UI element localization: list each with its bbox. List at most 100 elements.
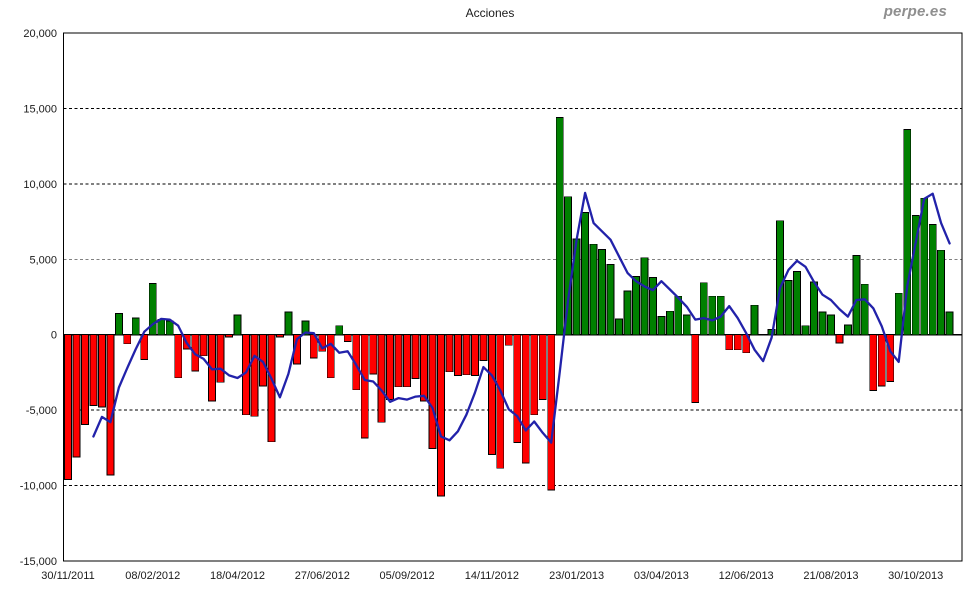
negative-bar xyxy=(691,334,700,404)
negative-bar xyxy=(496,334,505,469)
negative-bar xyxy=(445,334,454,373)
positive-bar xyxy=(843,324,852,336)
positive-bar xyxy=(301,320,310,336)
positive-bar xyxy=(945,311,954,336)
x-axis-label: 27/06/2012 xyxy=(295,570,350,582)
positive-bar xyxy=(750,304,759,336)
negative-bar xyxy=(377,334,386,423)
x-axis-label: 08/02/2012 xyxy=(125,570,180,582)
positive-bar xyxy=(131,317,140,336)
positive-bar xyxy=(903,129,912,336)
positive-bar xyxy=(564,196,573,336)
negative-bar xyxy=(869,334,878,391)
positive-bar xyxy=(894,292,903,336)
negative-bar xyxy=(725,334,734,351)
negative-bar xyxy=(462,334,471,376)
positive-bar xyxy=(598,249,606,336)
x-axis-label: 18/04/2012 xyxy=(210,570,265,582)
positive-bar xyxy=(776,220,784,336)
positive-bar xyxy=(784,280,793,336)
negative-bar xyxy=(216,334,225,383)
x-axis-label: 14/11/2012 xyxy=(465,570,519,582)
x-axis-label: 03/04/2013 xyxy=(634,570,689,582)
negative-bar xyxy=(487,334,496,456)
negative-bar xyxy=(98,334,106,408)
positive-bar xyxy=(657,316,666,336)
y-axis-label: -10,000 xyxy=(20,481,57,493)
positive-bar xyxy=(233,314,242,336)
negative-bar xyxy=(479,334,488,361)
positive-bar xyxy=(114,313,123,336)
negative-bar xyxy=(521,334,530,464)
positive-bar xyxy=(793,270,801,336)
negative-bar xyxy=(360,334,369,439)
positive-bar xyxy=(623,290,632,336)
positive-bar xyxy=(589,243,598,336)
positive-bar xyxy=(665,310,674,336)
negative-bar xyxy=(81,334,89,425)
positive-bar xyxy=(615,318,623,336)
negative-bar xyxy=(140,334,149,361)
positive-bar xyxy=(911,215,920,336)
positive-bar xyxy=(699,282,708,336)
negative-bar xyxy=(394,334,403,388)
negative-bar xyxy=(106,334,115,476)
positive-bar xyxy=(632,276,640,336)
positive-bar xyxy=(148,283,157,336)
positive-bar xyxy=(682,314,691,336)
positive-bar xyxy=(284,311,293,336)
positive-bar xyxy=(708,295,717,336)
negative-bar xyxy=(886,334,895,382)
negative-bar xyxy=(470,334,479,376)
positive-bar xyxy=(649,276,657,336)
negative-bar xyxy=(343,334,352,342)
x-axis-label: 21/08/2013 xyxy=(803,570,858,582)
negative-bar xyxy=(89,334,98,407)
positive-bar xyxy=(937,249,946,336)
positive-bar xyxy=(801,325,810,336)
positive-bar xyxy=(920,197,929,336)
negative-bar xyxy=(276,334,284,338)
negative-bar xyxy=(72,334,81,458)
negative-bar xyxy=(437,334,445,497)
moving-average-line xyxy=(92,191,951,444)
positive-bar xyxy=(860,283,869,336)
y-axis-label: 15,000 xyxy=(23,103,57,115)
negative-bar xyxy=(352,334,361,391)
x-axis-label: 30/11/2011 xyxy=(41,570,94,582)
positive-bar xyxy=(555,117,564,336)
negative-bar xyxy=(123,334,132,345)
negative-bar xyxy=(225,334,233,338)
negative-bar xyxy=(403,334,411,388)
negative-bar xyxy=(199,334,208,357)
negative-bar xyxy=(428,334,437,450)
positive-bar xyxy=(640,257,649,336)
positive-bar xyxy=(581,212,589,336)
positive-bar xyxy=(810,281,818,336)
y-axis-label: 0 xyxy=(51,330,57,342)
positive-bar xyxy=(852,255,861,336)
negative-bar xyxy=(877,334,886,387)
positive-bar xyxy=(827,314,835,336)
negative-bar xyxy=(174,334,183,379)
negative-bar xyxy=(64,334,72,480)
negative-bar xyxy=(326,334,335,379)
y-axis-label: -5,000 xyxy=(26,405,57,417)
negative-bar xyxy=(411,334,420,379)
positive-bar xyxy=(157,319,166,336)
negative-bar xyxy=(547,334,556,491)
positive-bar xyxy=(335,325,344,336)
x-axis-label: 12/06/2013 xyxy=(719,570,774,582)
y-axis-label: 20,000 xyxy=(23,28,57,40)
watermark-perpe-es: perpe.es xyxy=(883,3,947,20)
negative-bar xyxy=(504,334,513,346)
negative-bar xyxy=(386,334,395,400)
positive-bar xyxy=(818,311,827,336)
x-axis-label: 30/10/2013 xyxy=(888,570,943,582)
x-axis-label: 23/01/2013 xyxy=(549,570,604,582)
x-axis-label: 05/09/2012 xyxy=(380,570,435,582)
negative-bar xyxy=(538,334,547,400)
chart-title: Acciones xyxy=(465,6,515,20)
